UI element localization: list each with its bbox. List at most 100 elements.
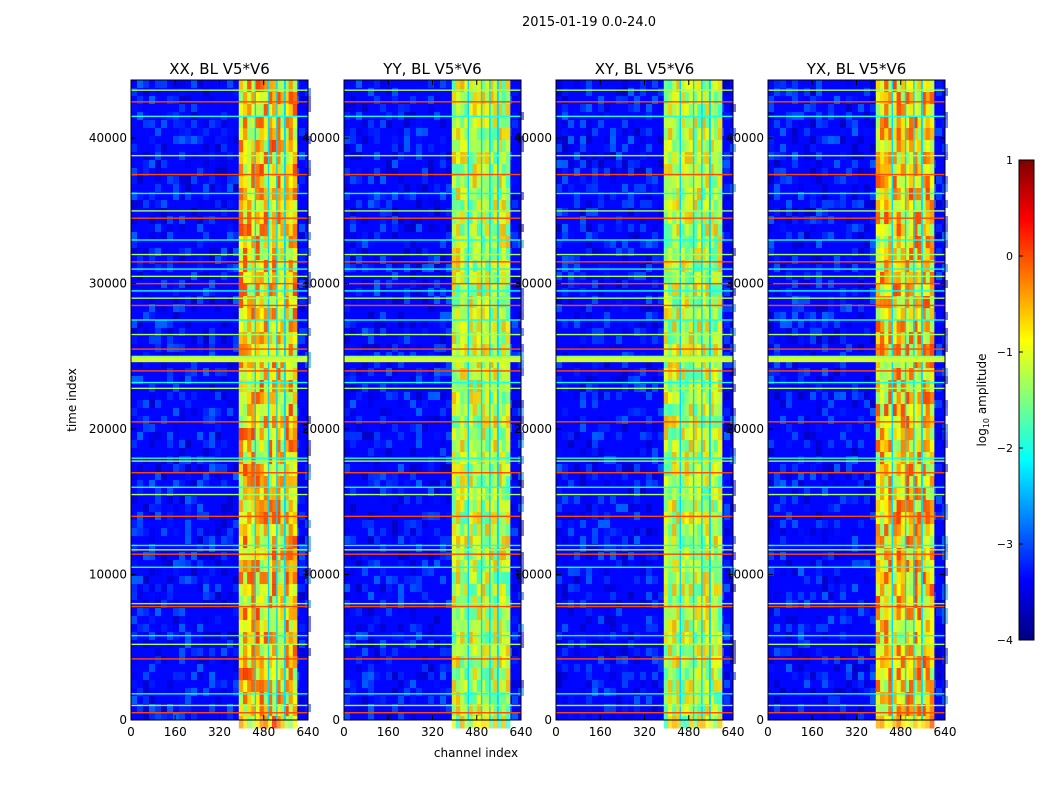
noise-cell [652,672,658,680]
noise-cell [640,80,646,88]
noise-cell [215,616,221,624]
band-cell [668,128,673,141]
noise-cell [392,520,398,528]
noise-cell [416,464,422,472]
band-cell [243,128,248,141]
band-cell [485,560,490,573]
noise-cell [185,376,191,384]
noise-cell [616,464,622,472]
band-cell [493,368,498,381]
band-cell [501,236,507,249]
noise-cell [233,520,239,528]
band-cell [451,668,457,681]
noise-cell [622,704,628,712]
noise-cell [233,584,239,592]
noise-cell [227,232,233,240]
noise-cell [179,608,185,616]
noise-cell [652,312,658,320]
band-cell [267,620,273,633]
band-cell [263,260,269,273]
band-cell [505,140,511,153]
band-cell [280,272,285,285]
noise-cell [512,320,518,328]
band-cell [284,224,290,237]
band-cell [243,296,248,309]
noise-cell [658,168,664,176]
band-cell [489,320,494,333]
noise-cell [622,256,628,264]
noise-cell [428,144,434,152]
noise-cell [568,184,574,192]
noise-cell [622,472,628,480]
band-cell [243,392,248,405]
band-cell [456,368,461,381]
noise-cell [416,440,422,448]
band-cell [276,152,281,165]
noise-cell [446,480,452,488]
noise-cell [416,344,422,352]
noise-cell [556,144,562,152]
band-cell [472,608,478,621]
band-cell [472,104,478,117]
noise-cell [155,584,161,592]
noise-cell [434,344,440,352]
noise-cell [658,88,664,96]
band-cell [713,152,719,165]
noise-cell [574,552,580,560]
band-cell [263,236,269,249]
noise-cell [658,472,664,480]
noise-cell [574,368,580,376]
noise-cell [410,656,416,664]
noise-cell [137,400,143,408]
noise-cell [562,432,568,440]
band-cell [456,356,461,369]
noise-cell [416,128,422,136]
band-cell [672,116,677,129]
band-cell [468,176,474,189]
noise-cell [628,504,634,512]
noise-cell [380,416,386,424]
noise-cell [131,408,137,416]
noise-cell [356,592,362,600]
band-cell [485,224,490,237]
band-cell [272,524,277,537]
noise-cell [610,344,616,352]
band-cell [472,560,478,573]
noise-cell [416,264,422,272]
band-cell [460,92,465,105]
rfi-line [131,333,308,336]
noise-cell [356,416,362,424]
noise-cell [356,560,362,568]
noise-cell [173,336,179,344]
noise-cell [203,592,209,600]
band-cell [501,128,507,141]
noise-cell [640,88,646,96]
noise-cell [386,488,392,496]
noise-cell [143,416,149,424]
noise-cell [173,192,179,200]
noise-cell [586,224,592,232]
band-cell [684,164,690,177]
rfi-line [131,566,308,568]
noise-cell [640,424,646,432]
noise-cell [386,160,392,168]
noise-cell [428,416,434,424]
noise-cell [380,624,386,632]
band-cell [267,644,273,657]
band-cell [255,476,261,489]
band-cell [292,716,298,729]
band-cell [497,164,503,177]
band-cell [672,92,677,105]
noise-cell [173,96,179,104]
noise-cell [634,160,640,168]
band-cell [485,140,490,153]
band-cell [476,320,482,333]
band-cell [501,104,507,117]
noise-cell [179,248,185,256]
noise-cell [574,392,580,400]
band-cell [505,260,511,273]
noise-cell [416,424,422,432]
band-cell [688,164,694,177]
noise-cell [155,88,161,96]
band-cell [464,692,469,705]
